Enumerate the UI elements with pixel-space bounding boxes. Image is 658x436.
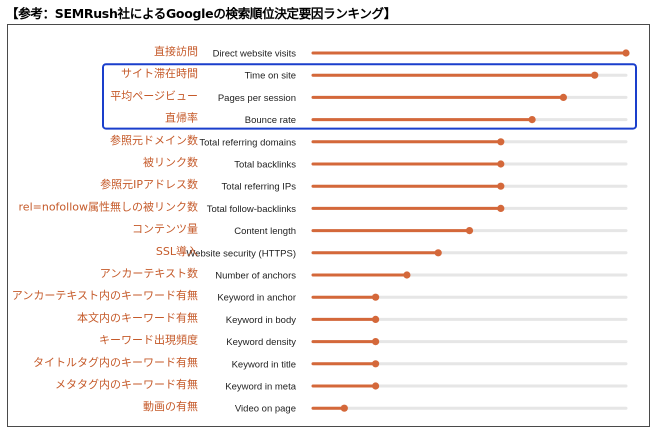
bar-layer xyxy=(311,49,630,412)
category-label-ja: コンテンツ量 xyxy=(132,223,198,236)
category-label-ja: キーワード出現頻度 xyxy=(99,333,198,347)
bar-dot xyxy=(434,249,442,257)
category-label: Bounce rate xyxy=(245,115,296,126)
chart-frame xyxy=(7,24,650,427)
bar-dot xyxy=(372,315,380,323)
highlight-box xyxy=(102,63,637,130)
bar-dot xyxy=(528,116,536,124)
label-layer: Direct website visits 直接訪問 Time on site サイト… xyxy=(12,44,297,415)
category-label-ja: 本文内のキーワード有無 xyxy=(77,310,198,324)
category-label: Number of anchors xyxy=(215,271,296,282)
bar-dot xyxy=(372,360,380,368)
category-label: Total referring IPs xyxy=(222,182,297,193)
bar-dot xyxy=(403,271,411,279)
bar-dot xyxy=(591,71,599,79)
category-label: Keyword in meta xyxy=(225,382,296,393)
category-label: Time on site xyxy=(245,71,296,82)
category-label: Total referring domains xyxy=(199,137,296,148)
category-label-ja: 参照元ドメイン数 xyxy=(110,133,198,147)
category-label-ja: 直接訪問 xyxy=(154,44,198,58)
bar-dot xyxy=(497,182,505,190)
category-label-ja: 被リンク数 xyxy=(143,156,198,169)
category-label-ja: メタタグ内のキーワード有無 xyxy=(55,377,198,391)
category-label-ja: 平均ページビュー xyxy=(110,89,198,102)
bar-dot xyxy=(497,138,505,146)
page-title: 【参考：SEMRush社によるGoogleの検索順位決定要因ランキング】 xyxy=(6,6,396,21)
category-label: Direct website visits xyxy=(213,49,297,60)
category-label: Keyword in anchor xyxy=(217,293,296,304)
category-label-ja: アンカーテキスト数 xyxy=(100,267,198,280)
category-label: Pages per session xyxy=(218,93,296,104)
category-label-ja: サイト滞在時間 xyxy=(121,67,198,80)
bar-dot xyxy=(372,382,380,390)
bar-dot xyxy=(497,160,505,168)
category-label-ja: 参照元IPアドレス数 xyxy=(100,177,198,191)
bar-dot xyxy=(372,338,380,346)
category-label: Keyword density xyxy=(226,337,296,348)
bar-dot xyxy=(497,204,505,212)
category-label-ja: アンカーテキスト内のキーワード有無 xyxy=(12,288,198,302)
category-label-ja: 動画の有無 xyxy=(143,399,198,413)
category-label-ja: SSL導入 xyxy=(156,244,198,258)
category-label: Total backlinks xyxy=(234,160,296,171)
bar-dot xyxy=(465,227,474,235)
category-label-ja: rel=nofollow属性無しの被リンク数 xyxy=(19,199,198,213)
category-label: Content length xyxy=(234,226,296,237)
category-label: Video on page xyxy=(235,404,296,415)
bar-dot xyxy=(559,93,568,101)
category-label: Total follow-backlinks xyxy=(207,204,296,215)
bar-dot xyxy=(340,404,348,412)
category-label: Website security (HTTPS) xyxy=(186,248,296,259)
category-label: Keyword in body xyxy=(226,315,296,326)
category-label: Keyword in title xyxy=(232,359,296,370)
bar-dot xyxy=(372,293,380,301)
bar-dot xyxy=(622,49,630,57)
category-label-ja: タイトルタグ内のキーワード有無 xyxy=(33,355,198,369)
category-label-ja: 直帰率 xyxy=(165,111,198,125)
